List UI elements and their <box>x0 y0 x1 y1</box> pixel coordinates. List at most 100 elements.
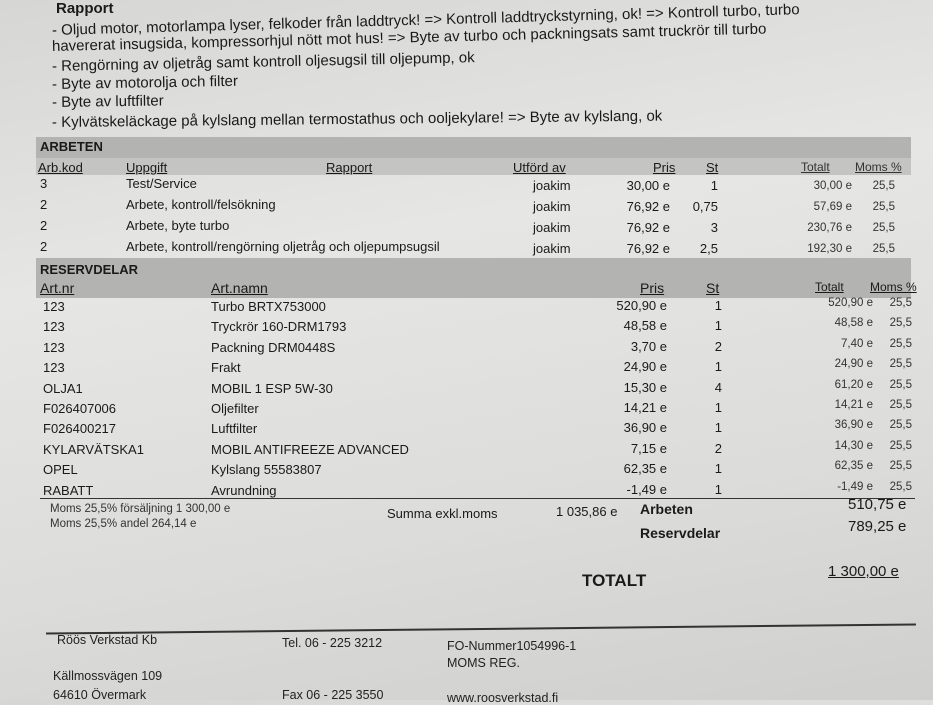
part-art-no: 123 <box>43 360 65 376</box>
part-vat: 25,5 <box>889 480 912 493</box>
part-name: Packning DRM0448S <box>211 339 336 355</box>
work-code: 3 <box>40 176 48 191</box>
part-vat: 25,5 <box>889 419 912 432</box>
part-qty: 2 <box>714 440 722 456</box>
work-qty: 1 <box>710 178 718 193</box>
part-art-no: F026407006 <box>43 401 117 416</box>
work-col-price: Pris <box>653 160 676 175</box>
work-section-bar <box>36 137 911 158</box>
part-name: Frakt <box>211 360 241 376</box>
fax: Fax 06 - 225 3550 <box>282 688 384 702</box>
work-total: 30,00 e <box>813 180 852 192</box>
part-price: 15,30 e <box>623 379 667 395</box>
part-price: 520,90 e <box>616 298 667 313</box>
part-art-no: RABATT <box>43 482 94 498</box>
part-vat: 25,5 <box>889 297 912 309</box>
company-name: Röös Verkstad Kb <box>57 633 158 647</box>
part-total: 61,20 e <box>834 378 873 391</box>
part-art-no: 123 <box>43 319 65 335</box>
work-done-by: joakim <box>533 199 571 214</box>
work-price: 76,92 e <box>626 241 670 256</box>
part-vat: 25,5 <box>889 460 912 473</box>
vat-sales: Moms 25,5% försäljning 1 300,00 e <box>50 503 231 515</box>
part-qty: 1 <box>714 420 722 436</box>
work-price: 76,92 e <box>626 220 670 235</box>
part-total: 520,90 e <box>828 297 873 309</box>
part-qty: 1 <box>714 481 722 497</box>
part-price: 48,58 e <box>623 318 667 334</box>
excl-vat-value: 1 035,86 e <box>556 504 618 519</box>
total-label: TOTALT <box>582 571 647 590</box>
work-task: Arbete, kontroll/felsökning <box>126 197 276 212</box>
part-total: 48,58 e <box>834 317 873 330</box>
part-art-no: 123 <box>43 339 65 355</box>
part-price: 62,35 e <box>623 461 667 477</box>
part-price: 7,15 e <box>630 440 667 456</box>
total-value: 1 300,00 e <box>828 563 899 580</box>
work-vat: 25,5 <box>872 243 895 255</box>
part-price: 24,90 e <box>623 359 667 375</box>
part-qty: 1 <box>714 400 722 415</box>
work-price: 30,00 e <box>626 178 670 193</box>
work-col-total: Totalt <box>801 160 830 174</box>
part-vat: 25,5 <box>889 358 912 371</box>
work-total: 57,69 e <box>813 201 852 213</box>
work-task: Arbete, kontroll/rengörning oljetråg och… <box>126 239 440 254</box>
part-vat: 25,5 <box>889 317 912 330</box>
part-price: 36,90 e <box>623 420 667 436</box>
report-line: - Byte av luftfilter <box>51 92 164 111</box>
parts-col-art_no: Art.nr <box>40 280 75 296</box>
work-section-title: ARBETEN <box>40 139 103 154</box>
part-art-no: 123 <box>43 299 65 314</box>
part-vat: 25,5 <box>889 378 912 391</box>
part-vat: 25,5 <box>889 439 912 452</box>
work-code: 2 <box>40 239 48 254</box>
work-vat: 25,5 <box>872 201 895 213</box>
part-vat: 25,5 <box>889 337 912 350</box>
work-qty: 2,5 <box>699 241 718 256</box>
parts-col-name: Art.namn <box>211 280 268 296</box>
part-total: 7,40 e <box>841 337 873 350</box>
part-total: 14,30 e <box>834 439 873 452</box>
work-task: Test/Service <box>126 176 197 191</box>
work-task: Arbete, byte turbo <box>126 218 230 233</box>
part-qty: 4 <box>714 379 722 395</box>
part-total: 14,21 e <box>834 399 873 411</box>
part-qty: 1 <box>714 461 722 477</box>
work-qty: 3 <box>710 220 718 235</box>
parts-col-qty: St <box>706 280 720 296</box>
part-total: 36,90 e <box>834 419 873 432</box>
parts-col-vat: Moms % <box>870 280 917 294</box>
excl-vat-label: Summa exkl.moms <box>387 506 498 521</box>
work-vat: 25,5 <box>872 222 895 234</box>
work-total-label: Arbeten <box>640 501 693 517</box>
work-vat: 25,5 <box>872 180 895 192</box>
parts-col-price: Pris <box>640 280 665 296</box>
part-art-no: F026400217 <box>43 421 117 437</box>
parts-col-total: Totalt <box>815 280 844 294</box>
part-name: MOBIL 1 ESP 5W-30 <box>211 380 333 396</box>
work-done-by: joakim <box>533 241 571 256</box>
part-name: Turbo BRTX753000 <box>211 299 326 314</box>
part-art-no: OLJA1 <box>43 380 83 396</box>
phone: Tel. 06 - 225 3212 <box>282 636 383 650</box>
part-art-no: KYLARVÄTSKA1 <box>43 441 144 457</box>
work-col-vat: Moms % <box>855 160 902 174</box>
footer-divider <box>46 623 916 635</box>
work-col-report: Rapport <box>326 160 373 175</box>
work-col-task: Uppgift <box>126 160 168 175</box>
part-name: MOBIL ANTIFREEZE ADVANCED <box>211 441 409 457</box>
work-done-by: joakim <box>533 220 571 235</box>
work-total: 192,30 e <box>807 243 852 255</box>
report-line: - Kylvätskeläckage på kylslang mellan te… <box>51 107 663 131</box>
part-qty: 1 <box>714 298 722 313</box>
part-name: Avrundning <box>211 482 277 498</box>
vat-reg: MOMS REG. <box>447 656 520 670</box>
work-total: 230,76 e <box>807 222 852 234</box>
work-qty: 0,75 <box>692 199 718 214</box>
part-art-no: OPEL <box>43 462 78 478</box>
part-name: Kylslang 55583807 <box>211 462 322 478</box>
part-qty: 1 <box>714 359 722 375</box>
city: 64610 Övermark <box>53 688 147 702</box>
work-col-code: Arb.kod <box>38 160 83 175</box>
